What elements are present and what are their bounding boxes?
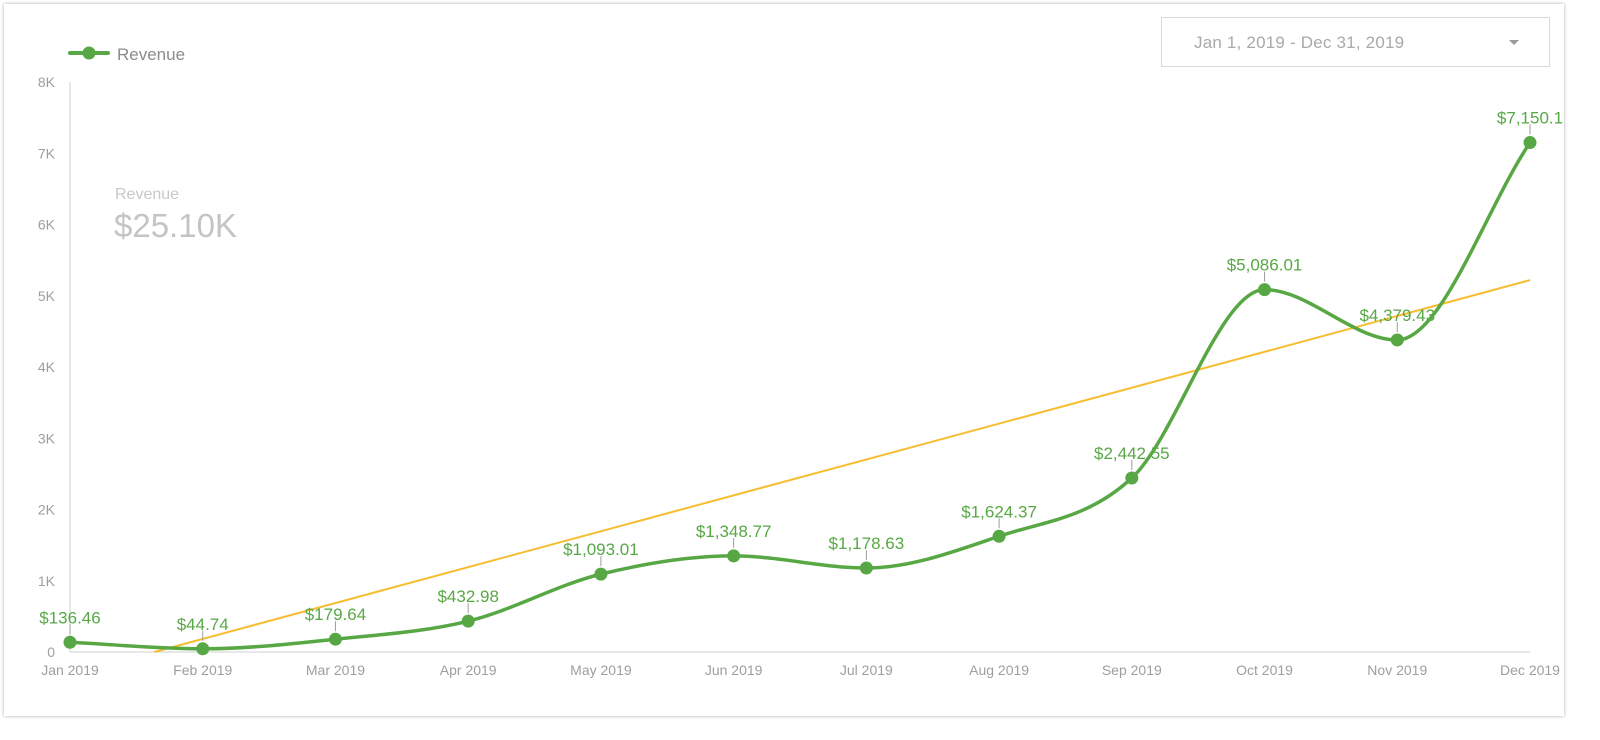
data-point[interactable] [328, 632, 342, 646]
y-tick-label: 6K [38, 217, 56, 233]
y-tick-label: 7K [38, 145, 56, 161]
data-label: $1,348.77 [696, 522, 772, 541]
data-point[interactable] [1523, 136, 1537, 150]
data-label: $1,178.63 [829, 534, 905, 553]
scorecard-value: $25.10K [114, 207, 237, 244]
y-axis-ticks: 0 1K 2K 3K 4K 5K 6K 7K 8K [38, 74, 56, 660]
x-tick-label: Sep 2019 [1102, 662, 1162, 678]
data-label: $44.74 [177, 615, 229, 634]
y-tick-label: 3K [38, 430, 56, 446]
data-point[interactable] [1258, 283, 1272, 297]
date-range-picker[interactable]: Jan 1, 2019 - Dec 31, 2019 [1161, 17, 1550, 67]
data-points [63, 136, 1537, 656]
y-tick-label: 2K [38, 502, 56, 518]
data-label: $2,442.55 [1094, 444, 1170, 463]
y-tick-label: 8K [38, 74, 56, 90]
data-point[interactable] [727, 549, 741, 563]
data-point[interactable] [859, 561, 873, 575]
x-axis-ticks: Jan 2019 Feb 2019 Mar 2019 Apr 2019 May 2019… [41, 662, 1560, 678]
legend-marker-icon [82, 46, 96, 60]
x-tick-label: Oct 2019 [1236, 662, 1293, 678]
x-tick-label: Apr 2019 [440, 662, 497, 678]
x-tick-label: Mar 2019 [306, 662, 365, 678]
data-label: $432.98 [437, 587, 498, 606]
data-point[interactable] [196, 642, 210, 656]
data-labels: $136.46 $44.74 $179.64 $432.98 $1,093.01 $1,3… [39, 109, 1563, 641]
data-point[interactable] [594, 567, 608, 581]
x-tick-label: May 2019 [570, 662, 632, 678]
date-range-label: Jan 1, 2019 - Dec 31, 2019 [1194, 33, 1405, 52]
x-tick-label: Jul 2019 [840, 662, 893, 678]
scorecard-label: Revenue [115, 186, 179, 203]
data-label: $5,086.01 [1227, 256, 1303, 275]
y-tick-label: 1K [38, 573, 56, 589]
data-label: $1,624.37 [961, 502, 1037, 521]
x-tick-label: Nov 2019 [1367, 662, 1427, 678]
x-tick-label: Jan 2019 [41, 662, 99, 678]
y-tick-label: 4K [38, 359, 56, 375]
data-point[interactable] [1125, 471, 1139, 485]
trendline [154, 279, 1531, 653]
legend[interactable]: Revenue [68, 45, 185, 64]
data-point[interactable] [63, 635, 77, 649]
data-label: $7,150.1 [1497, 109, 1563, 128]
data-point[interactable] [1390, 333, 1404, 347]
series-line-revenue [69, 141, 1532, 651]
dropdown-caret-icon[interactable] [1509, 40, 1519, 45]
data-label: $179.64 [305, 605, 366, 624]
x-tick-label: Jun 2019 [705, 662, 763, 678]
x-tick-label: Feb 2019 [173, 662, 232, 678]
data-point[interactable] [461, 614, 475, 628]
data-point[interactable] [992, 529, 1006, 543]
x-tick-label: Dec 2019 [1500, 662, 1560, 678]
x-tick-label: Aug 2019 [969, 662, 1029, 678]
y-tick-label: 5K [38, 288, 56, 304]
legend-label: Revenue [117, 45, 185, 64]
data-label: $136.46 [39, 608, 100, 627]
data-label: $4,379.43 [1359, 306, 1435, 325]
y-tick-label: 0 [47, 644, 55, 660]
data-label: $1,093.01 [563, 540, 639, 559]
chart-card [4, 4, 1564, 716]
